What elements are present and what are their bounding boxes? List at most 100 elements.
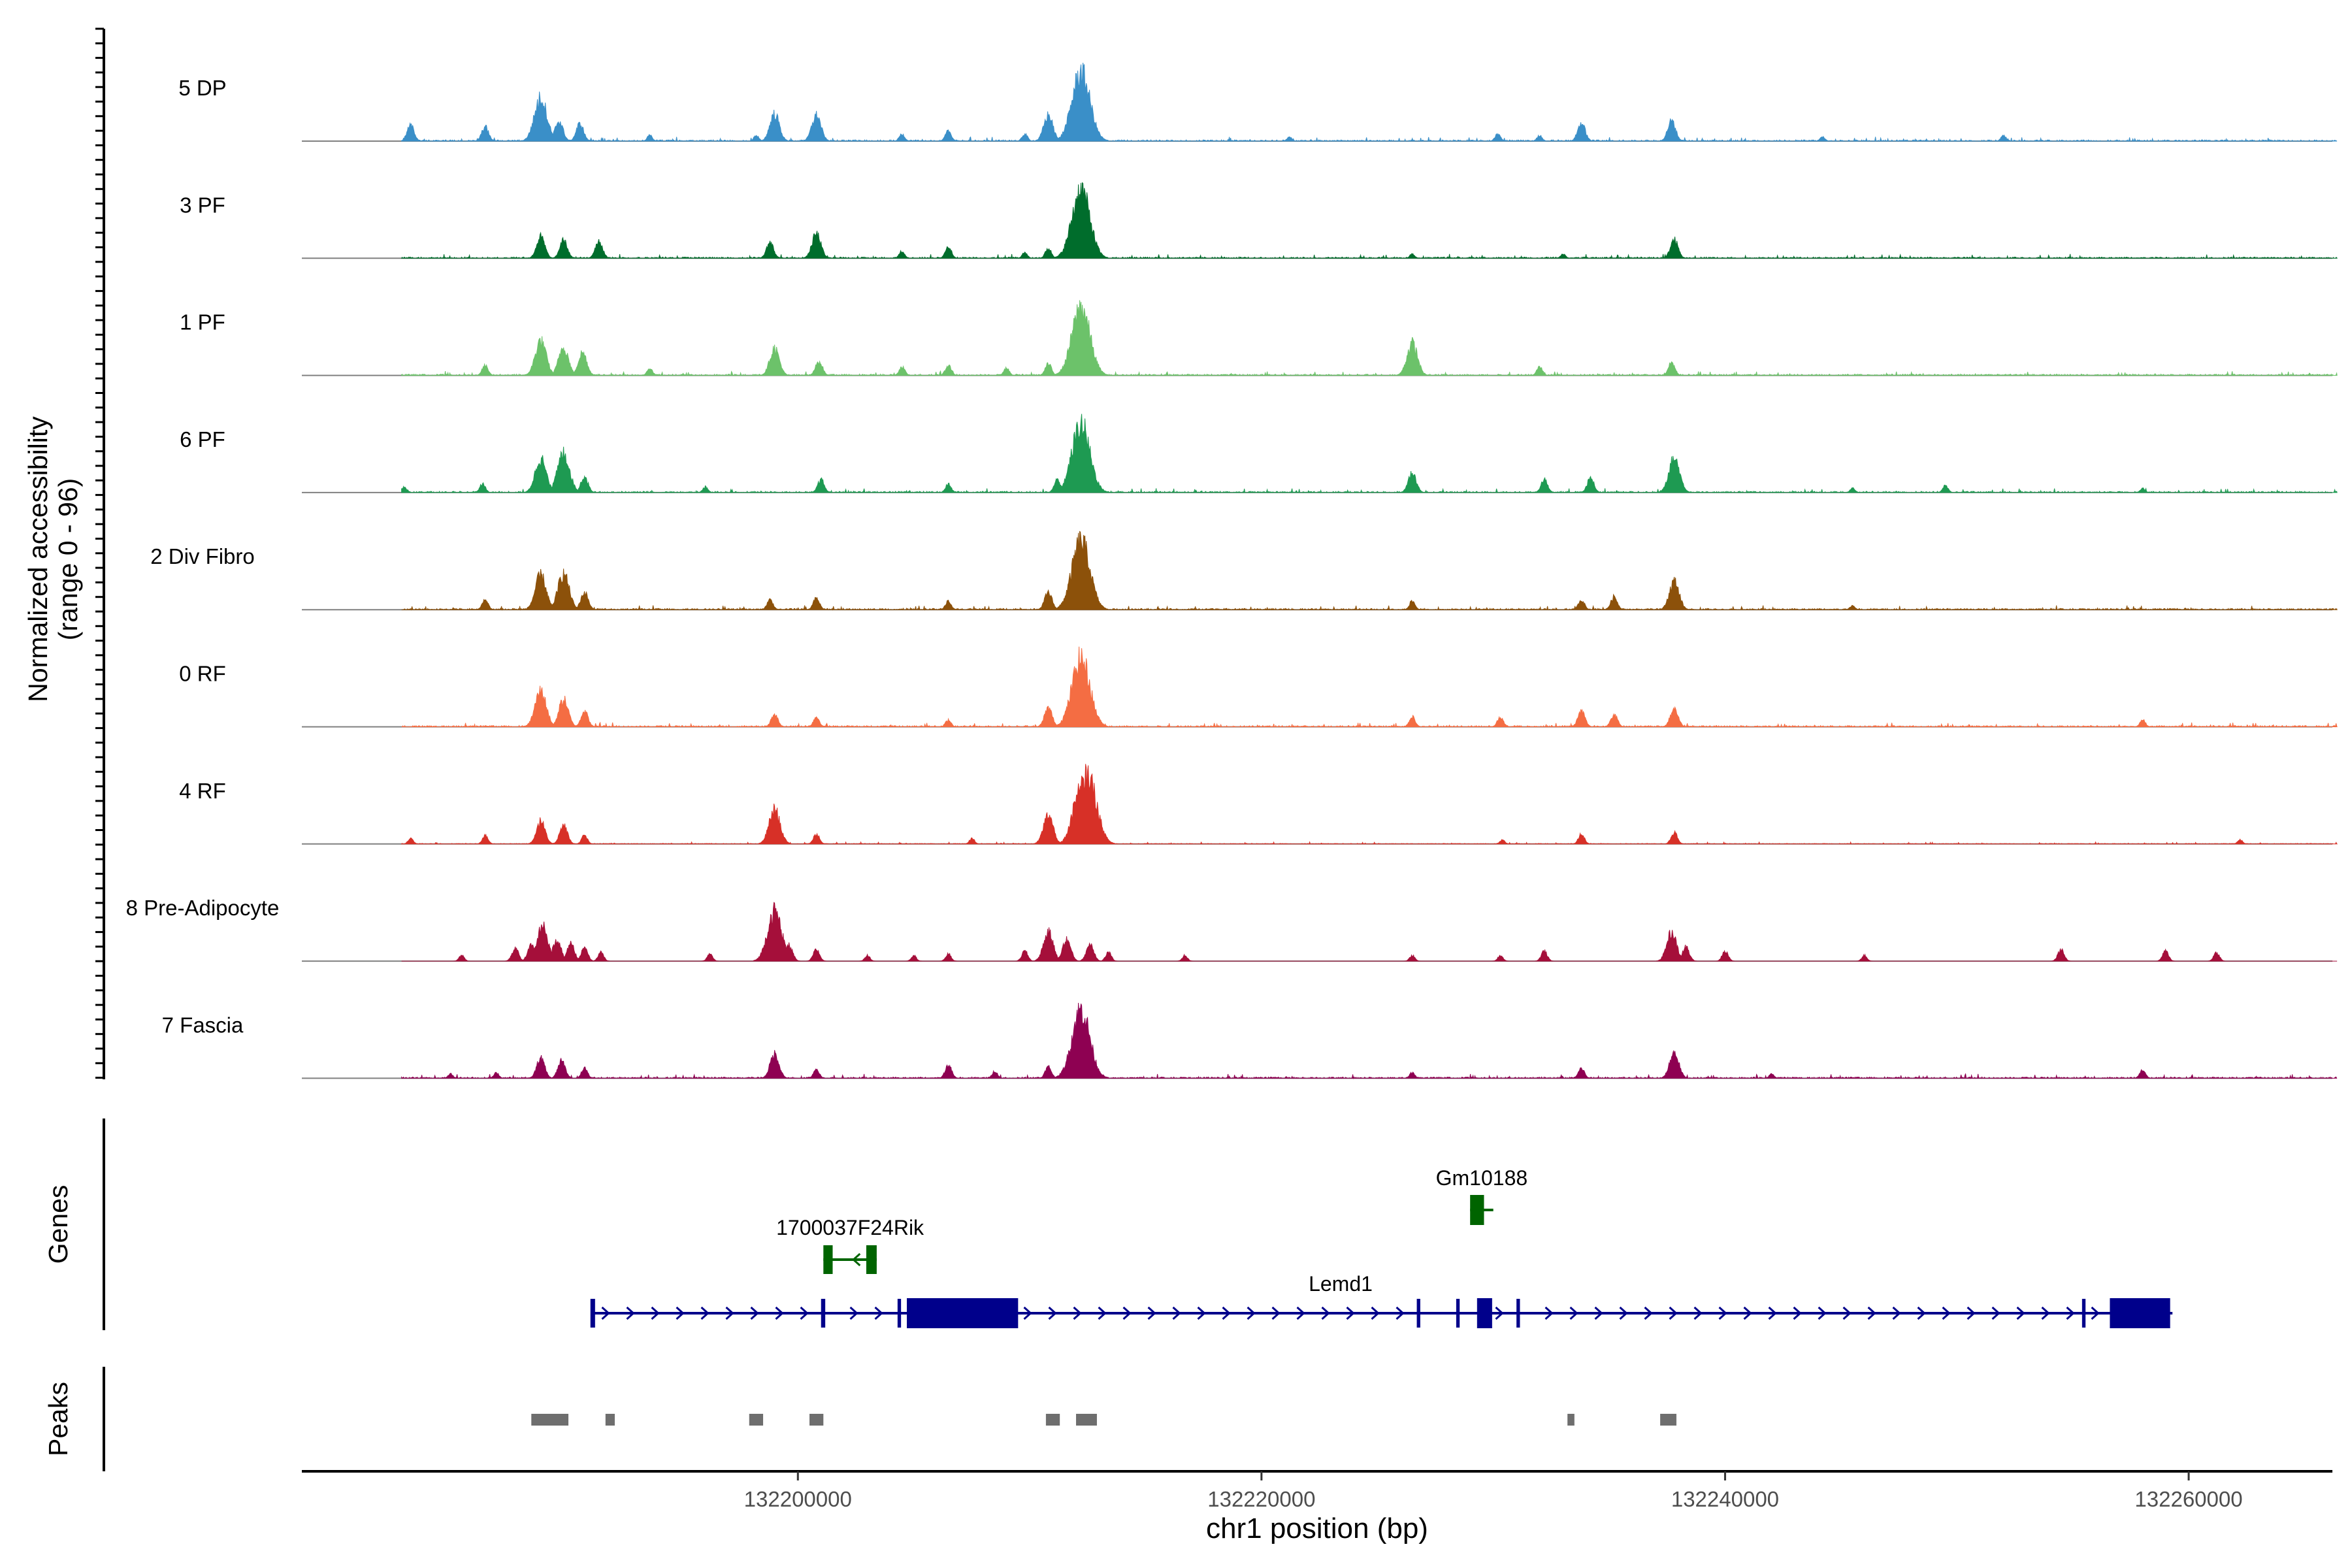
coverage-area	[400, 764, 2338, 845]
strand-arrow	[1222, 1306, 1231, 1320]
peak-region	[1076, 1414, 1097, 1426]
strand-arrow	[775, 1306, 784, 1320]
gene-exon	[1470, 1195, 1484, 1225]
strand-arrow	[1818, 1306, 1827, 1320]
strand-arrow	[849, 1306, 858, 1320]
strand-arrow	[700, 1306, 710, 1320]
peaks-panel-label: Peaks	[43, 1382, 73, 1456]
gene-exon	[823, 1245, 833, 1274]
coverage-track: 8 Pre-Adipocyte	[126, 896, 2338, 962]
strand-arrow	[1718, 1306, 1727, 1320]
strand-arrow	[1942, 1306, 1951, 1320]
strand-arrow	[1569, 1306, 1578, 1320]
y-axis-title-line2: (range 0 - 96)	[53, 478, 83, 640]
strand-arrow	[651, 1306, 660, 1320]
strand-arrow	[601, 1306, 610, 1320]
strand-arrow	[1619, 1306, 1628, 1320]
coverage-area	[401, 531, 2338, 611]
peak-region	[809, 1414, 824, 1426]
strand-arrow	[2091, 1306, 2100, 1320]
strand-arrow	[1296, 1306, 1305, 1320]
coverage-track: 2 Div Fibro	[150, 531, 2338, 611]
strand-arrow	[2041, 1306, 2050, 1320]
x-tick-label: 132260000	[2134, 1487, 2242, 1511]
track-label: 2 Div Fibro	[150, 544, 255, 568]
gene-model: Gm10188	[1436, 1166, 1528, 1225]
track-label: 3 PF	[180, 193, 225, 217]
gene-exon	[1516, 1299, 1520, 1328]
strand-arrow	[1967, 1306, 1976, 1320]
strand-arrow	[2066, 1306, 2075, 1320]
strand-arrow	[800, 1306, 809, 1320]
strand-arrow	[1371, 1306, 1380, 1320]
track-label: 0 RF	[179, 662, 226, 686]
strand-arrow	[1172, 1306, 1181, 1320]
track-label: 6 PF	[180, 427, 225, 451]
gene-exon	[821, 1299, 826, 1328]
coverage-tracks: 5 DP 3 PF 1 PF 6 PF 2 Div Fibro 0 RF 4 RF 8 Pre…	[126, 63, 2338, 1079]
strand-arrow	[1122, 1306, 1132, 1320]
coverage-area	[401, 414, 2338, 494]
strand-arrow	[1793, 1306, 1802, 1320]
coverage-area	[401, 646, 2338, 728]
gene-exon	[590, 1299, 595, 1328]
gene-exon	[897, 1299, 902, 1328]
peaks-panel: Peaks	[43, 1367, 1676, 1471]
peak-region	[1660, 1414, 1676, 1426]
strand-arrow	[1917, 1306, 1926, 1320]
strand-arrow	[1594, 1306, 1603, 1320]
strand-arrow	[1768, 1306, 1777, 1320]
strand-arrow	[750, 1306, 759, 1320]
strand-arrow	[676, 1306, 685, 1320]
x-axis-title: chr1 position (bp)	[1206, 1512, 1428, 1544]
gene-exon	[2110, 1298, 2170, 1328]
gene-exon	[866, 1245, 877, 1274]
coverage-track: 4 RF	[179, 764, 2338, 845]
gene-label: 1700037F24Rik	[776, 1216, 924, 1239]
coverage-track: 6 PF	[180, 414, 2338, 494]
gene-exon	[907, 1298, 1019, 1328]
x-tick-label: 132240000	[1671, 1487, 1779, 1511]
peak-region	[531, 1414, 569, 1426]
peak-region	[605, 1414, 615, 1426]
strand-arrow	[1669, 1306, 1678, 1320]
strand-arrow	[1892, 1306, 1901, 1320]
strand-arrow	[1073, 1306, 1082, 1320]
strand-arrow	[1991, 1306, 2001, 1320]
strand-arrow	[1867, 1306, 1876, 1320]
peak-region	[1045, 1414, 1060, 1426]
track-label: 5 DP	[178, 76, 226, 100]
strand-arrow	[1743, 1306, 1752, 1320]
strand-arrow	[874, 1306, 883, 1320]
coverage-track: 7 Fascia	[162, 1002, 2338, 1079]
gene-exon	[2082, 1299, 2086, 1328]
gene-exon	[1477, 1298, 1492, 1328]
strand-arrow	[852, 1252, 861, 1267]
coverage-track: 1 PF	[180, 300, 2338, 377]
y-axis-title-line1: Normalized accessibility	[23, 416, 53, 702]
strand-arrow	[1544, 1306, 1554, 1320]
x-axis: 132200000 132220000 132240000 132260000 chr…	[302, 1470, 2332, 1544]
peak-region	[1567, 1414, 1575, 1426]
strand-arrow	[1396, 1306, 1405, 1320]
gene-model: 1700037F24Rik	[776, 1216, 924, 1274]
coverage-area	[401, 182, 2338, 259]
coverage-area	[401, 63, 2338, 142]
coverage-area	[401, 902, 2338, 962]
strand-arrow	[1346, 1306, 1355, 1320]
strand-arrow	[1247, 1306, 1256, 1320]
gene-exon	[1456, 1299, 1460, 1328]
coverage-track: 0 RF	[179, 646, 2338, 728]
strand-arrow	[1693, 1306, 1703, 1320]
strand-arrow	[626, 1306, 635, 1320]
genes-panel: Genes Lemd1 1700037F24Rik Gm10188	[43, 1119, 2173, 1330]
strand-arrow	[1098, 1306, 1107, 1320]
track-label: 1 PF	[180, 310, 225, 335]
strand-arrow	[1495, 1306, 1504, 1320]
strand-arrow	[725, 1306, 734, 1320]
strand-arrow	[1321, 1306, 1330, 1320]
gene-label: Gm10188	[1436, 1166, 1528, 1190]
strand-arrow	[1048, 1306, 1057, 1320]
genes-panel-label: Genes	[43, 1185, 73, 1264]
